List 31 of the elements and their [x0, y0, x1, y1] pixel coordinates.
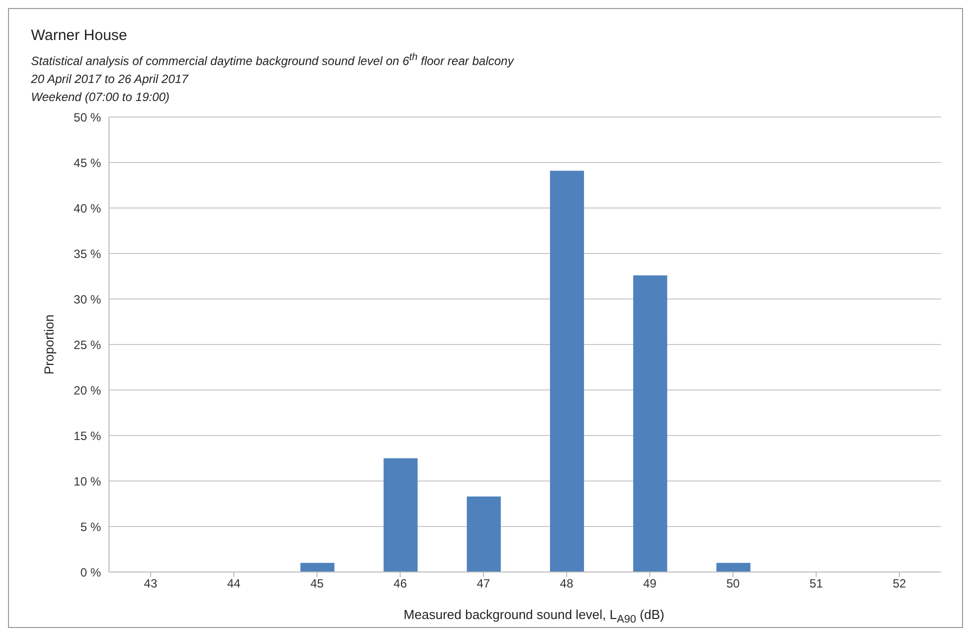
- text: Statistical analysis of commercial daytime background sound level on 6$^{th}$ floor rear balcony 20 April 2017 to 26 April 2017 Weekend (07:00 to 19:00): [31, 52, 514, 104]
- bar: [466, 496, 501, 572]
- x-tick-label: 51: [810, 576, 824, 591]
- bar: [550, 170, 584, 572]
- x-tick-label: 47: [476, 576, 490, 591]
- x-tick-label: 44: [227, 576, 241, 591]
- y-tick-label: 25 %: [74, 338, 102, 352]
- x-tick-label: 49: [643, 576, 657, 591]
- y-tick-label: 30 %: [74, 292, 102, 306]
- x-tick-label: 52: [892, 576, 906, 591]
- y-tick-label: 40 %: [74, 201, 102, 216]
- bar: [633, 275, 668, 572]
- bar: [384, 458, 418, 572]
- y-tick-label: 5 %: [80, 520, 102, 534]
- y-tick-label: 0 %: [80, 565, 102, 580]
- y-tick-label: 50 %: [74, 110, 102, 124]
- y-tick-label: 45 %: [74, 156, 102, 170]
- y-axis-title: Proportion: [42, 314, 57, 374]
- y-tick-label: 35 %: [74, 246, 102, 261]
- bar: [300, 562, 334, 572]
- x-tick-label: 45: [310, 576, 324, 591]
- y-tick-label: 10 %: [74, 474, 102, 488]
- x-tick-label: 43: [144, 576, 158, 591]
- y-tick-label: 20 %: [74, 383, 102, 398]
- y-tick-label: 15 %: [74, 428, 102, 443]
- chart-title: Warner House: [31, 27, 128, 44]
- x-tick-label: 48: [560, 576, 574, 591]
- x-axis-title: Measured background sound level, L$_{A90}$ (dB): [402, 607, 666, 626]
- bar: [716, 562, 750, 572]
- x-tick-label: 46: [394, 576, 408, 591]
- x-tick-label: 50: [726, 576, 740, 591]
